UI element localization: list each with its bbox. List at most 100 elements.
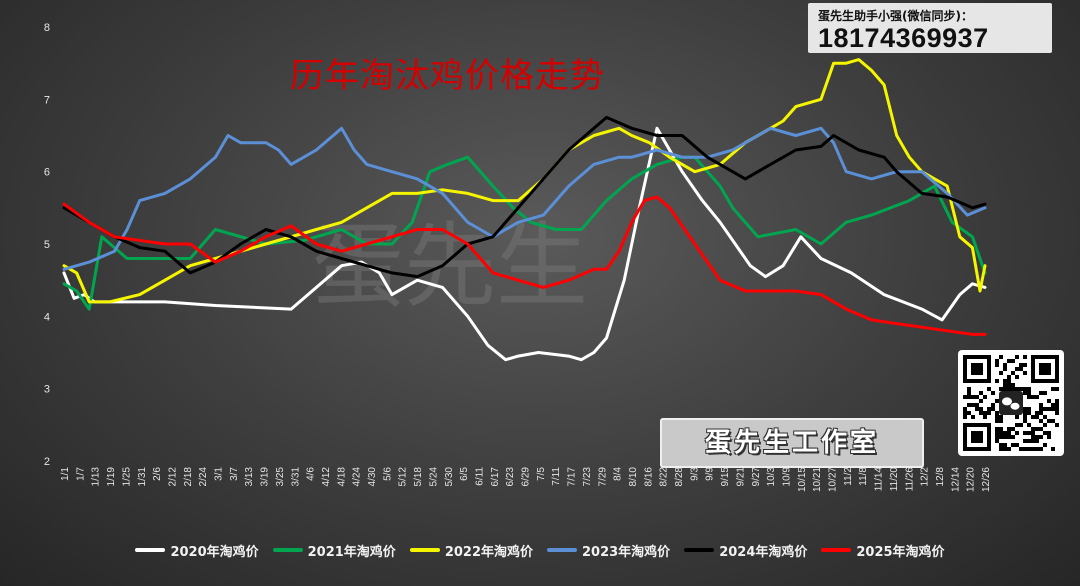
x-tick-label: 3/19 (260, 467, 271, 487)
x-tick-label: 10/9 (781, 467, 792, 487)
chart-legend: 2020年淘鸡价 2021年淘鸡价 2022年淘鸡价 2023年淘鸡价 2024年淘鸡价… (0, 538, 1080, 562)
x-tick-label: 4/24 (352, 467, 363, 487)
x-tick-label: 11/20 (889, 467, 900, 492)
legend-label: 2025年淘鸡价 (856, 544, 945, 560)
x-tick-label: 6/5 (459, 467, 470, 481)
x-tick-label: 5/30 (444, 467, 455, 487)
x-tick-label: 12/2 (920, 467, 931, 487)
x-tick-label: 3/7 (229, 467, 240, 481)
legend-swatch (684, 548, 715, 552)
x-tick-label: 1/7 (75, 467, 86, 481)
legend-swatch (547, 548, 577, 552)
x-tick-label: 10/15 (797, 467, 808, 492)
contact-box: 蛋先生助手小强(微信同步)： 18174369937 (808, 3, 1052, 53)
contact-label: 蛋先生助手小强(微信同步)： (818, 9, 973, 23)
x-tick-label: 3/13 (244, 467, 255, 487)
studio-badge: 蛋先生工作室 (660, 418, 924, 468)
series-line-2021 (62, 155, 987, 311)
x-tick-label: 2/18 (183, 467, 194, 487)
legend-item-2023: 2023年淘鸡价 (547, 538, 670, 562)
x-tick-label: 5/24 (428, 467, 439, 487)
legend-swatch (135, 548, 166, 552)
x-tick-label: 4/6 (306, 467, 317, 481)
x-tick-label: 4/18 (336, 467, 347, 487)
x-tick-label: 7/11 (551, 467, 562, 486)
x-tick-label: 8/28 (674, 467, 685, 487)
legend-label: 2024年淘鸡价 (719, 544, 808, 560)
legend-label: 2021年淘鸡价 (307, 544, 396, 560)
x-tick-label: 3/1 (214, 467, 225, 481)
y-tick-label: 7 (44, 94, 50, 106)
y-tick-label: 2 (44, 456, 50, 468)
x-tick-label: 12/26 (981, 467, 992, 492)
legend-item-2020: 2020年淘鸡价 (135, 538, 259, 562)
x-tick-label: 5/6 (382, 467, 393, 481)
series-line-2025 (62, 195, 987, 336)
x-tick-label: 1/25 (121, 467, 132, 487)
x-tick-label: 7/29 (597, 467, 608, 487)
x-tick-label: 9/9 (705, 467, 716, 481)
x-tick-label: 5/12 (398, 467, 409, 487)
x-tick-label: 7/17 (567, 467, 578, 487)
x-tick-label: 11/14 (874, 467, 885, 492)
x-tick-label: 8/10 (628, 467, 639, 487)
x-tick-label: 9/15 (720, 467, 731, 487)
x-tick-label: 12/14 (950, 467, 961, 492)
legend-swatch (272, 548, 303, 552)
x-tick-label: 4/30 (367, 467, 378, 487)
contact-phone-number: 18174369937 (818, 23, 989, 53)
y-tick-label: 3 (44, 384, 50, 396)
x-tick-label: 9/27 (751, 467, 762, 487)
legend-label: 2023年淘鸡价 (582, 544, 671, 560)
legend-item-2022: 2022年淘鸡价 (409, 538, 533, 562)
x-tick-label: 2/12 (167, 467, 178, 487)
x-tick-label: 11/26 (904, 467, 915, 492)
x-tick-label: 10/3 (766, 467, 777, 487)
x-tick-label: 6/23 (505, 467, 516, 487)
x-tick-label: 11/8 (858, 467, 869, 486)
x-tick-label: 2/24 (198, 467, 209, 487)
x-tick-label: 2/6 (152, 467, 163, 481)
x-tick-label: 1/19 (106, 467, 117, 487)
x-tick-label: 10/27 (828, 467, 839, 492)
x-tick-label: 8/4 (613, 467, 624, 481)
x-tick-label: 7/23 (582, 467, 593, 487)
x-tick-label: 8/16 (643, 467, 654, 487)
y-tick-label: 4 (44, 311, 50, 323)
series-line-2024 (62, 115, 987, 279)
legend-label: 2022年淘鸡价 (444, 544, 533, 560)
watermark: 蛋先生 (312, 213, 588, 320)
x-tick-label: 10/21 (812, 467, 823, 492)
watermark-text: 蛋先生 (312, 213, 588, 320)
x-tick-label: 4/12 (321, 467, 332, 487)
x-tick-label: 12/20 (966, 467, 977, 492)
y-axis: 2 3 4 5 6 7 8 (44, 22, 50, 468)
legend-swatch (409, 548, 440, 552)
x-tick-label: 1/31 (137, 467, 148, 487)
legend-label: 2020年淘鸡价 (170, 544, 259, 560)
series-line-2020 (62, 126, 987, 362)
x-tick-label: 1/1 (60, 467, 71, 481)
x-tick-label: 9/3 (689, 467, 700, 481)
x-tick-label: 5/18 (413, 467, 424, 487)
legend-item-2024: 2024年淘鸡价 (684, 538, 807, 562)
x-tick-label: 6/29 (521, 467, 532, 487)
x-tick-label: 12/8 (935, 467, 946, 487)
legend-swatch (821, 548, 852, 552)
x-tick-label: 9/21 (735, 467, 746, 487)
legend-item-2025: 2025年淘鸡价 (821, 538, 945, 562)
y-tick-label: 5 (44, 239, 50, 251)
y-tick-label: 6 (44, 167, 50, 179)
series-lines (62, 58, 987, 362)
x-tick-label: 6/11 (474, 467, 485, 486)
y-tick-label: 8 (44, 22, 50, 34)
qr-code-icon (958, 350, 1064, 456)
x-axis: 1/1 1/7 1/13 1/19 1/25 1/31 2/6 2/12 2/18 2/24 3/1… (60, 467, 992, 492)
x-tick-label: 6/17 (490, 467, 501, 487)
x-tick-label: 3/31 (290, 467, 301, 487)
legend-item-2021: 2021年淘鸡价 (272, 538, 396, 562)
x-tick-label: 3/25 (275, 467, 286, 487)
x-tick-label: 1/13 (91, 467, 102, 487)
x-tick-label: 7/5 (536, 467, 547, 481)
